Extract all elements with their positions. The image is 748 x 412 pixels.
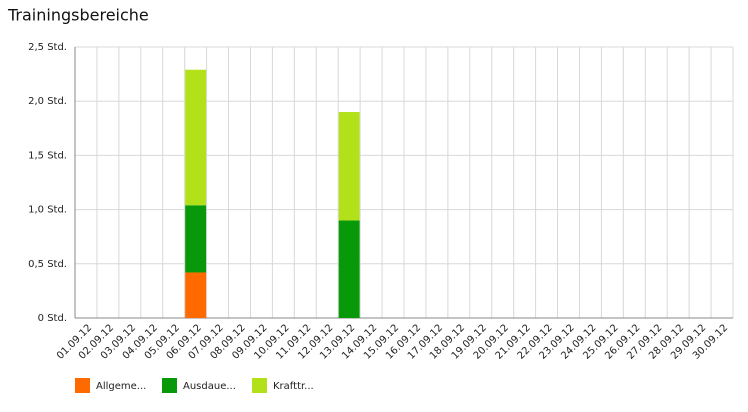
legend-swatch: [162, 378, 177, 393]
legend-swatch: [252, 378, 267, 393]
y-tick-label: 0 Std.: [38, 313, 67, 324]
bar-segment: [185, 272, 207, 318]
y-tick-label: 0,5 Std.: [28, 259, 67, 270]
bar-segment: [185, 69, 207, 206]
legend-swatch: [75, 378, 90, 393]
bar-segment: [185, 205, 207, 273]
bar-segment: [338, 220, 360, 318]
legend-label: Allgeme...: [96, 381, 146, 392]
legend-label: Ausdaue...: [183, 381, 236, 392]
bar-segment: [338, 112, 360, 221]
chart-title: Trainingsbereiche: [7, 6, 149, 25]
legend-label: Krafttr...: [273, 381, 314, 392]
y-tick-label: 1,5 Std.: [28, 150, 67, 161]
y-tick-label: 2,0 Std.: [28, 96, 67, 107]
y-tick-label: 2,5 Std.: [28, 42, 67, 53]
y-tick-label: 1,0 Std.: [28, 205, 67, 216]
